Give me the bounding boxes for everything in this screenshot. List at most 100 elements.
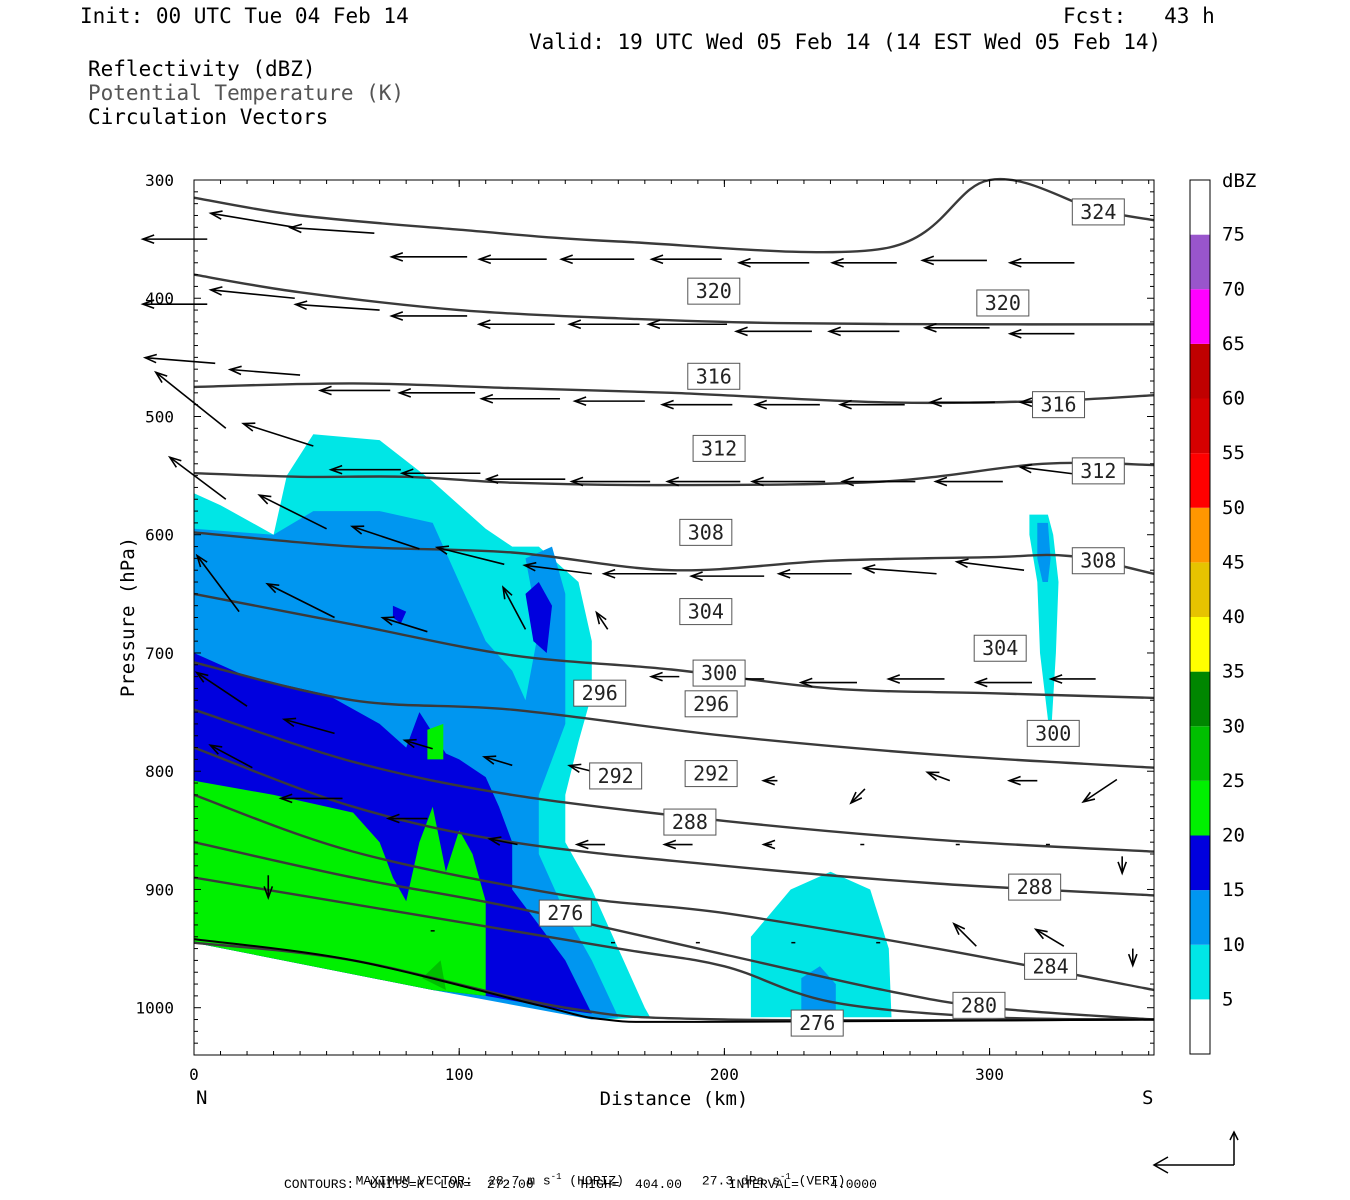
circulation-vector (281, 717, 335, 735)
circulation-vector (399, 468, 481, 479)
circulation-vector (660, 399, 733, 410)
vector-head (1127, 953, 1138, 968)
theta-contour-layer (193, 177, 1155, 1023)
contour-label-box (684, 760, 738, 788)
theta-contour-296 (193, 708, 1155, 853)
contour-label-300: 300 (692, 659, 746, 687)
contour-label-box (684, 690, 738, 718)
circulation-vector (263, 875, 274, 901)
theta-contour-324 (193, 177, 1155, 254)
vector-head (827, 326, 841, 337)
contour-label-text: 320 (985, 291, 1021, 315)
circulation-vector (1048, 674, 1096, 684)
vector-head (922, 322, 937, 333)
y-tick-label: 700 (145, 644, 174, 663)
circulation-vector (1127, 948, 1138, 968)
vector-head (973, 677, 988, 688)
circulation-vector (1081, 778, 1118, 804)
contour-label-text: 284 (1033, 954, 1069, 978)
contour-label-text: 300 (1035, 721, 1071, 745)
circulation-vector (649, 254, 722, 265)
vector-head (1018, 463, 1033, 474)
vector-head (886, 674, 901, 684)
vector-shaft (196, 671, 248, 707)
colorbar-label: 25 (1222, 770, 1245, 792)
vector-head (648, 671, 663, 682)
contour-label-320: 320 (687, 277, 741, 305)
contour-label-284: 284 (1024, 952, 1078, 980)
vector-shaft (290, 226, 375, 235)
contour-label-276: 276 (538, 899, 592, 927)
vector-head (665, 476, 680, 487)
contours-info: CONTOURS: UNITS=K LOW= 272.00 HIGH= 404.… (284, 1177, 877, 1192)
vector-head (662, 839, 677, 850)
vector-head (484, 474, 499, 485)
colorbar-label: 75 (1222, 224, 1245, 246)
circulation-vector (194, 671, 248, 707)
y-axis-label: Pressure (hPa) (117, 537, 139, 697)
circulation-vector (154, 370, 227, 429)
vector-shaft (210, 289, 295, 300)
circulation-vector (167, 455, 227, 500)
colorbar-swatch-75 (1190, 180, 1210, 235)
circulation-vector (830, 257, 897, 268)
vector-head (1081, 791, 1096, 804)
circulation-vector (569, 476, 651, 487)
vector-shaft (169, 456, 227, 500)
vector-head (733, 326, 748, 337)
circulation-vector (476, 319, 555, 330)
circulation-vector (776, 568, 852, 579)
vector-head (397, 387, 412, 398)
vector-shaft (230, 368, 301, 376)
circulation-vector (477, 254, 547, 265)
colorbar-label: 40 (1222, 606, 1245, 628)
contour-label-box (687, 362, 741, 390)
circulation-vector (389, 311, 468, 321)
x-axis: 0 100 200 300 (189, 180, 1150, 1084)
south-label: S (1142, 1087, 1153, 1109)
vector-head (750, 476, 764, 487)
vector-head (389, 311, 404, 321)
circulation-vector (922, 322, 990, 333)
vector-shaft (436, 546, 505, 566)
contour-label-box (589, 762, 643, 790)
vector-shaft (404, 739, 433, 750)
contour-label-layer: 324 320 320 316 316 312 312 308 308 304 304 300 300 2… (538, 198, 1125, 1037)
vector-head (154, 370, 168, 383)
colorbar-swatch-40 (1190, 562, 1210, 617)
circulation-vector (380, 616, 428, 633)
y-axis: 300 400 500 600 700 800 900 1000 (135, 171, 1154, 1044)
circulation-vector (265, 582, 335, 619)
vector-head (402, 738, 417, 749)
contour-label-box (973, 634, 1027, 662)
contour-label-box (1024, 952, 1078, 980)
vector-head (288, 223, 303, 234)
vector-head (567, 319, 582, 330)
contour-label-box (679, 518, 733, 546)
colorbar-frame (1189, 179, 1211, 1055)
vector-head (1033, 928, 1048, 940)
vector-head (434, 545, 450, 555)
vector-shaft (956, 561, 1025, 571)
vector-shaft (259, 494, 327, 530)
vector-head (140, 299, 155, 310)
contour-label-box (573, 679, 627, 707)
horiz-unit: (HORIZ) (569, 1173, 624, 1189)
circulation-vector (1033, 928, 1065, 947)
vector-head (928, 397, 943, 408)
circulation-vector (317, 385, 391, 396)
circulation-vector (646, 319, 728, 330)
field-circulation-vectors: Circulation Vectors (88, 105, 329, 129)
contour-label-316: 316 (1032, 391, 1086, 419)
contour-label-text: 280 (961, 993, 997, 1017)
vector-head (933, 476, 948, 487)
circulation-vector (501, 585, 527, 630)
vector-shaft (210, 212, 295, 229)
vector-shaft (489, 838, 518, 846)
contour-label-text: 312 (701, 436, 737, 460)
vector-head (389, 251, 404, 262)
vector-head (689, 571, 703, 581)
vector-head (840, 476, 855, 487)
colorbar-label: 45 (1222, 551, 1245, 573)
reflectivity-region-20dbz (427, 723, 444, 760)
